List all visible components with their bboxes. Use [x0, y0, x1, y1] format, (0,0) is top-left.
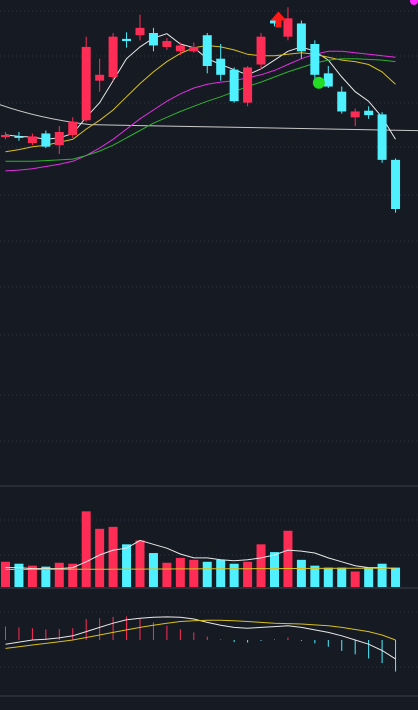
- volume-bar: [135, 540, 145, 587]
- candle-body: [1, 134, 10, 138]
- macd-pane: [5, 616, 397, 672]
- candle-body: [337, 91, 347, 112]
- candle-body: [189, 46, 199, 52]
- sell-marker-icon: [312, 76, 325, 89]
- volume-bar: [175, 557, 185, 587]
- candle-body: [229, 69, 239, 102]
- candles: [1, 7, 401, 213]
- candle-body: [81, 46, 91, 121]
- baseline-line: [0, 104, 418, 132]
- volume-bar: [256, 544, 266, 587]
- volume-bar: [202, 561, 212, 587]
- volume-bar: [81, 511, 91, 587]
- volume-bar: [391, 567, 401, 587]
- candle-body: [108, 36, 118, 77]
- volume-bar: [337, 567, 347, 587]
- macd-line: [5, 619, 396, 649]
- volume-bar: [296, 559, 306, 587]
- volume-bar: [27, 565, 37, 587]
- candle-body: [377, 114, 387, 160]
- moving-average-line: [5, 50, 396, 172]
- volume-bar: [162, 562, 172, 587]
- candle-body: [256, 36, 266, 65]
- volume-bar: [108, 526, 118, 587]
- volume-bar: [41, 566, 51, 587]
- candle-body: [27, 136, 37, 143]
- candle-body: [54, 132, 64, 146]
- volume-bar: [189, 559, 199, 587]
- grid-lines: [0, 10, 418, 697]
- candle-body: [350, 111, 360, 118]
- volume-bar: [95, 528, 105, 587]
- moving-average-line: [5, 58, 396, 162]
- candle-body: [216, 58, 226, 75]
- candle-body: [391, 159, 401, 209]
- candle-body: [243, 67, 253, 103]
- volume-bar: [122, 544, 132, 587]
- volume-bar: [283, 530, 293, 587]
- candle-body: [148, 33, 158, 46]
- volume-ma-line: [5, 539, 396, 570]
- volume-bar: [14, 563, 24, 587]
- candle-body: [283, 18, 293, 37]
- moving-average-line: [5, 44, 396, 153]
- volume-bar: [377, 563, 387, 587]
- volume-bar: [1, 561, 10, 587]
- volume-bar: [68, 563, 78, 587]
- volume-bar: [310, 565, 320, 587]
- volume-bar: [216, 559, 226, 587]
- candle-body: [310, 44, 320, 75]
- moving-averages: [5, 33, 396, 172]
- candle-body: [162, 41, 172, 47]
- candle-body: [41, 133, 51, 147]
- candle-body: [175, 45, 185, 52]
- volume-bar: [148, 553, 158, 587]
- candle-body: [202, 35, 212, 66]
- baseline: [0, 104, 418, 132]
- candle-body: [323, 73, 333, 87]
- volume-bar: [323, 567, 333, 587]
- volume-bar: [364, 567, 374, 587]
- volume-bar: [54, 562, 64, 587]
- candle-body: [95, 74, 105, 81]
- volume-bar: [270, 552, 279, 587]
- candle-body: [122, 38, 132, 42]
- candle-body: [68, 121, 78, 135]
- candle-body: [296, 23, 306, 52]
- buy-arrow-icon: [270, 11, 287, 28]
- candle-body: [14, 136, 24, 138]
- volume-bar: [243, 561, 253, 587]
- corner-dot-icon: [410, 0, 418, 5]
- volume-bar: [229, 563, 239, 587]
- candle-body: [270, 20, 279, 24]
- volume-pane: [1, 511, 401, 587]
- macd-line: [5, 616, 396, 660]
- candle-body: [364, 110, 374, 116]
- volume-ma-line-2: [5, 567, 396, 570]
- trade-markers: [270, 0, 418, 89]
- candle-body: [135, 27, 145, 36]
- volume-bar: [350, 571, 360, 587]
